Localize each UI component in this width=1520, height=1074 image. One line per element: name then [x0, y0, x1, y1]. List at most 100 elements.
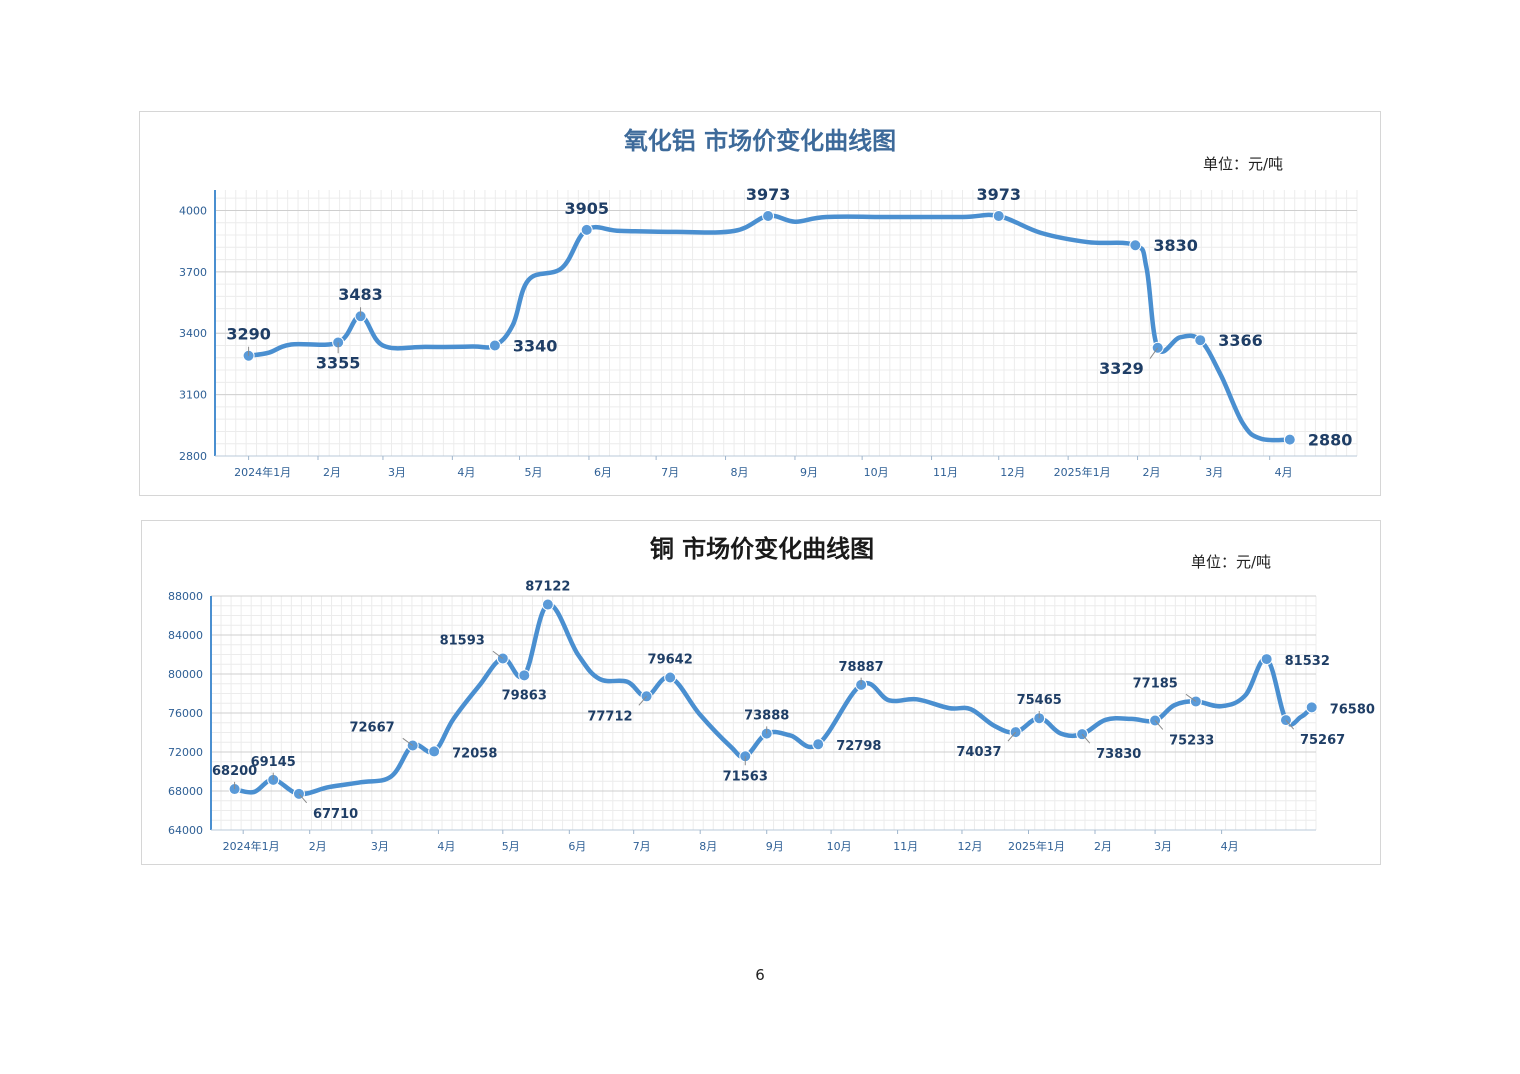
callout-line: [638, 695, 647, 706]
data-label: 81593: [440, 633, 485, 648]
callout-line: [1149, 347, 1159, 359]
data-point-marker: [762, 209, 775, 222]
x-tick-label: 4月: [457, 466, 475, 479]
copper-price-chart: 铜 市场价变化曲线图单位：元/吨 64000 68000 72000 76000 8000…: [168, 535, 1375, 853]
data-point-marker: [812, 738, 825, 751]
x-tick-label: 2025年1月: [1008, 839, 1065, 853]
y-tick-label: 76000: [168, 707, 203, 720]
x-tick-label: 2024年1月: [223, 839, 280, 853]
data-label: 71563: [723, 769, 768, 784]
data-label: 3973: [746, 185, 791, 204]
x-tick-label: 3月: [388, 466, 406, 479]
data-label: 69145: [251, 755, 296, 770]
x-tick-label: 2024年1月: [234, 465, 291, 479]
data-label: 78887: [839, 660, 884, 675]
y-tick-label: 72000: [168, 746, 203, 759]
data-point-marker: [541, 598, 554, 611]
data-label: 73888: [744, 709, 789, 724]
data-label: 3830: [1153, 236, 1198, 255]
data-label: 77185: [1133, 676, 1178, 691]
x-tick-label: 8月: [699, 840, 717, 853]
x-tick-label: 12月: [957, 840, 982, 853]
data-label: 3355: [316, 353, 361, 372]
data-label: 67710: [313, 807, 358, 822]
x-tick-label: 5月: [502, 840, 520, 853]
data-label: 72667: [349, 720, 394, 735]
data-label: 74037: [956, 745, 1001, 760]
x-tick-label: 8月: [731, 466, 749, 479]
data-point-marker: [496, 652, 509, 665]
data-point-marker: [1129, 239, 1142, 252]
alumina-price-chart-panel: 氧化铝 市场价变化曲线图 单位：元/吨 2800 3100 3400 3700 4000 20…: [139, 111, 1381, 496]
data-point-marker: [1194, 334, 1207, 347]
data-label: 68200: [212, 764, 257, 779]
x-tick-label: 2月: [1094, 840, 1112, 853]
x-tick-label: 11月: [893, 840, 918, 853]
chart-title: 铜 市场价变化曲线图: [650, 535, 874, 563]
x-tick-label: 7月: [661, 466, 679, 479]
data-label: 3290: [226, 325, 271, 344]
y-tick-label: 2800: [179, 450, 207, 463]
callout-line: [1154, 720, 1164, 730]
page-number: 6: [755, 966, 765, 984]
data-label: 87122: [525, 580, 570, 595]
x-tick-label: 3月: [1205, 466, 1223, 479]
data-label: 3340: [513, 337, 558, 356]
data-point-marker: [664, 671, 677, 684]
data-point-marker: [518, 669, 531, 682]
x-tick-label: 4月: [1275, 466, 1293, 479]
data-label: 3905: [564, 199, 609, 218]
data-label: 72058: [452, 746, 497, 761]
callout-line: [1185, 693, 1197, 702]
x-tick-label: 7月: [633, 840, 651, 853]
data-point-marker: [428, 745, 441, 758]
x-tick-label: 2月: [309, 840, 327, 853]
data-label: 72798: [836, 739, 881, 754]
y-tick-label: 3700: [179, 266, 207, 279]
data-label: 77712: [587, 709, 632, 724]
y-tick-label: 3100: [179, 389, 207, 402]
callout-line: [1081, 733, 1091, 744]
x-tick-label: 3月: [1154, 840, 1172, 853]
callout-line: [492, 650, 504, 659]
x-tick-label: 2025年1月: [1054, 465, 1111, 479]
data-point-marker: [992, 209, 1005, 222]
x-tick-label: 10月: [827, 840, 852, 853]
x-tick-label: 12月: [1000, 466, 1025, 479]
callout-line: [1007, 731, 1016, 742]
unit-label: 单位：元/吨: [1191, 553, 1271, 571]
y-tick-label: 84000: [168, 629, 203, 642]
data-label: 3483: [338, 285, 383, 304]
data-label: 75267: [1300, 733, 1345, 748]
x-tick-label: 11月: [933, 466, 958, 479]
price-line: [232, 602, 1314, 797]
x-tick-label: 4月: [1221, 840, 1239, 853]
data-label: 75233: [1169, 733, 1214, 748]
x-tick-label: 5月: [525, 466, 543, 479]
x-tick-label: 9月: [800, 466, 818, 479]
y-tick-label: 64000: [168, 824, 203, 837]
data-label: 79642: [648, 652, 693, 667]
x-tick-label: 6月: [568, 840, 586, 853]
x-tick-label: 10月: [864, 466, 889, 479]
y-tick-label: 3400: [179, 327, 207, 340]
unit-label: 单位：元/吨: [1203, 155, 1283, 173]
y-tick-label: 80000: [168, 668, 203, 681]
data-point-marker: [1260, 653, 1273, 666]
callout-line: [1285, 719, 1295, 730]
x-tick-label: 9月: [766, 840, 784, 853]
data-label: 3973: [976, 185, 1021, 204]
data-label: 2880: [1308, 431, 1353, 450]
callout-line: [298, 793, 308, 804]
data-label: 79863: [502, 688, 547, 703]
x-tick-label: 3月: [371, 840, 389, 853]
x-tick-label: 6月: [594, 466, 612, 479]
y-tick-label: 68000: [168, 785, 203, 798]
data-point-marker: [580, 223, 593, 236]
data-point-marker: [1283, 433, 1296, 446]
data-point-marker: [488, 339, 501, 352]
data-label: 73830: [1096, 747, 1141, 762]
y-tick-label: 4000: [179, 204, 207, 217]
data-point-marker: [1305, 701, 1318, 714]
